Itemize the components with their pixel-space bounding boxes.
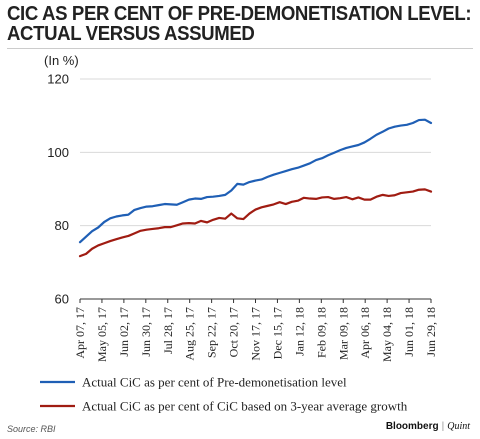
chart-title-line-2: ACTUAL VERSUS ASSUMED — [7, 23, 255, 45]
x-tick-label: Jul 28, 17 — [161, 307, 175, 354]
brand-sub: Quint — [447, 421, 470, 432]
title-divider — [7, 48, 473, 49]
x-tick-label: Jun 29, 18 — [424, 307, 438, 357]
x-tick-label: Sep 22, 17 — [205, 307, 219, 358]
series-line — [78, 118, 433, 244]
x-tick-label: Apr 06, 18 — [358, 307, 372, 359]
series-line — [78, 188, 433, 258]
x-tick-label: Apr 07, 17 — [73, 307, 87, 359]
x-tick-label: Mar 09, 18 — [336, 307, 350, 360]
legend: Actual CiC as per cent of Pre-demonetisa… — [40, 375, 408, 414]
chart-title-line-1: CIC AS PER CENT OF PRE-DEMONETISATION LE… — [7, 3, 472, 25]
legend-label: Actual CiC as per cent of CiC based on 3… — [82, 399, 408, 414]
y-tick-label: 80 — [55, 218, 69, 233]
source-note: Source: RBI — [7, 424, 56, 434]
brand-logo: Bloomberg | Quint — [386, 421, 470, 432]
x-tick-label: Jan 12, 18 — [292, 307, 306, 356]
legend-label: Actual CiC as per cent of Pre-demonetisa… — [82, 375, 347, 390]
x-axis-ticks: Apr 07, 17 May 05, 17 Jun 02, 17 Jun 30, 17… — [73, 299, 438, 362]
y-tick-label: 100 — [47, 145, 69, 160]
x-tick-label: Jun 02, 17 — [117, 307, 131, 357]
series-lines — [78, 118, 433, 258]
x-tick-label: Nov 17, 17 — [249, 307, 263, 361]
y-tick-label: 60 — [55, 292, 69, 307]
x-tick-label: Feb 09, 18 — [314, 307, 328, 358]
x-tick-label: May 05, 17 — [95, 307, 109, 362]
brand-separator: | — [441, 421, 445, 432]
y-axis-ticks: 60 80 100 120 — [47, 72, 69, 307]
x-tick-label: Jun 01, 18 — [402, 307, 416, 357]
x-tick-label: May 04, 18 — [380, 307, 394, 362]
brand-name: Bloomberg — [385, 421, 439, 432]
grid-lines — [80, 78, 431, 227]
x-tick-label: Jun 30, 17 — [139, 307, 153, 357]
x-tick-label: Dec 15, 17 — [270, 307, 284, 359]
x-tick-label: Aug 25, 17 — [183, 307, 197, 361]
x-tick-label: Oct 20, 17 — [227, 307, 241, 357]
y-unit-label: (In %) — [44, 53, 79, 68]
chart-title: CIC AS PER CENT OF PRE-DEMONETISATION LE… — [7, 3, 472, 45]
y-tick-label: 120 — [47, 72, 69, 87]
